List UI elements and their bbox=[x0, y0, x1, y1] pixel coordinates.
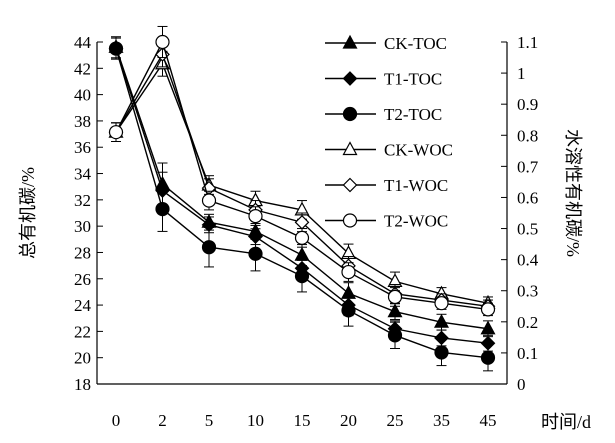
legend-item: T1-TOC bbox=[325, 70, 442, 89]
legend-label: T1-TOC bbox=[384, 70, 442, 89]
left-tick-label: 36 bbox=[74, 138, 91, 157]
legend: CK-TOC T1-TOC T2-TOC CK-WOC T1-WOC T2-WOC bbox=[325, 34, 453, 231]
left-tick-label: 42 bbox=[74, 59, 91, 78]
series-layer bbox=[108, 25, 496, 372]
legend-item: T2-WOC bbox=[325, 212, 448, 231]
data-point bbox=[108, 125, 124, 140]
legend-marker bbox=[342, 106, 358, 122]
data-point bbox=[387, 328, 403, 343]
left-tick-label: 30 bbox=[74, 217, 91, 236]
left-tick-label: 18 bbox=[74, 375, 91, 394]
x-tick-label: 35 bbox=[433, 411, 450, 430]
left-tick-label: 34 bbox=[74, 165, 92, 184]
data-point bbox=[108, 41, 124, 56]
data-point bbox=[201, 193, 217, 208]
left-tick-label: 32 bbox=[74, 191, 91, 210]
x-tick-label: 5 bbox=[205, 411, 214, 430]
left-tick-label: 40 bbox=[74, 86, 91, 105]
left-tick-label: 24 bbox=[74, 296, 92, 315]
data-point bbox=[480, 350, 496, 365]
x-tick-label: 10 bbox=[247, 411, 264, 430]
left-tick-label: 38 bbox=[74, 112, 91, 131]
data-point bbox=[434, 296, 449, 311]
right-tick-label: 1 bbox=[517, 64, 526, 83]
right-tick-label: 1.1 bbox=[517, 33, 538, 52]
right-tick-label: 0.4 bbox=[517, 251, 539, 270]
x-tick-label: 20 bbox=[340, 411, 357, 430]
legend-label: CK-WOC bbox=[384, 141, 453, 160]
x-tick-label: 2 bbox=[158, 411, 167, 430]
legend-marker bbox=[342, 71, 358, 86]
x-tick-label: 45 bbox=[480, 411, 497, 430]
data-point bbox=[341, 264, 356, 280]
right-tick-label: 0.6 bbox=[517, 188, 538, 207]
right-tick-label: 0.1 bbox=[517, 344, 538, 363]
right-tick-label: 0.9 bbox=[517, 95, 538, 114]
legend-item: T1-WOC bbox=[325, 176, 448, 195]
series-t2-woc bbox=[108, 25, 496, 317]
x-axis-ticks: 0 2 5 10 15 20 25 35 45 bbox=[112, 411, 497, 430]
right-tick-label: 0.5 bbox=[517, 220, 538, 239]
series-t2-toc bbox=[108, 37, 496, 372]
data-point bbox=[155, 34, 170, 50]
right-axis-ticks: 0 0.1 0.2 0.3 0.4 0.5 0.6 0.7 0.8 0.9 1 1.1 bbox=[501, 33, 539, 394]
legend-marker bbox=[342, 34, 358, 49]
data-point bbox=[341, 303, 356, 318]
right-tick-label: 0.8 bbox=[517, 126, 538, 145]
left-axis-ticks: 18 20 22 24 26 28 30 32 34 36 38 40 42 44 bbox=[74, 33, 103, 394]
left-tick-label: 20 bbox=[74, 349, 91, 368]
data-point bbox=[155, 201, 170, 217]
right-axis-title: 水溶性有机碳/% bbox=[563, 129, 583, 257]
legend-label: T1-WOC bbox=[384, 176, 448, 195]
data-point bbox=[480, 302, 496, 317]
data-point bbox=[248, 209, 263, 224]
data-point bbox=[248, 246, 263, 261]
x-tick-label: 15 bbox=[294, 411, 311, 430]
data-point bbox=[387, 289, 403, 305]
data-point bbox=[434, 345, 449, 360]
left-tick-label: 22 bbox=[74, 322, 91, 341]
data-point bbox=[294, 269, 310, 284]
legend-item: CK-TOC bbox=[325, 34, 447, 53]
data-point bbox=[201, 240, 217, 255]
plot-area bbox=[96, 42, 508, 385]
right-tick-label: 0 bbox=[517, 375, 526, 394]
data-point bbox=[294, 230, 310, 245]
legend-marker bbox=[342, 213, 358, 228]
legend-item: CK-WOC bbox=[325, 141, 453, 160]
legend-marker bbox=[342, 177, 358, 193]
left-tick-label: 28 bbox=[74, 243, 91, 262]
right-tick-label: 0.3 bbox=[517, 282, 538, 301]
legend-label: T2-WOC bbox=[384, 212, 448, 231]
data-point bbox=[387, 303, 403, 318]
left-tick-label: 44 bbox=[74, 33, 92, 52]
data-point bbox=[480, 320, 496, 335]
legend-label: CK-TOC bbox=[384, 34, 447, 53]
x-axis-title: 时间/d bbox=[541, 412, 591, 432]
legend-item: T2-TOC bbox=[325, 105, 442, 124]
left-tick-label: 26 bbox=[74, 270, 91, 289]
legend-label: T2-TOC bbox=[384, 105, 442, 124]
right-tick-label: 0.2 bbox=[517, 313, 538, 332]
legend-marker bbox=[342, 141, 358, 156]
x-tick-label: 25 bbox=[387, 411, 404, 430]
data-point bbox=[433, 313, 450, 328]
x-tick-label: 0 bbox=[112, 411, 121, 430]
left-axis-title: 总有机碳/% bbox=[18, 167, 38, 259]
right-tick-label: 0.7 bbox=[517, 157, 539, 176]
